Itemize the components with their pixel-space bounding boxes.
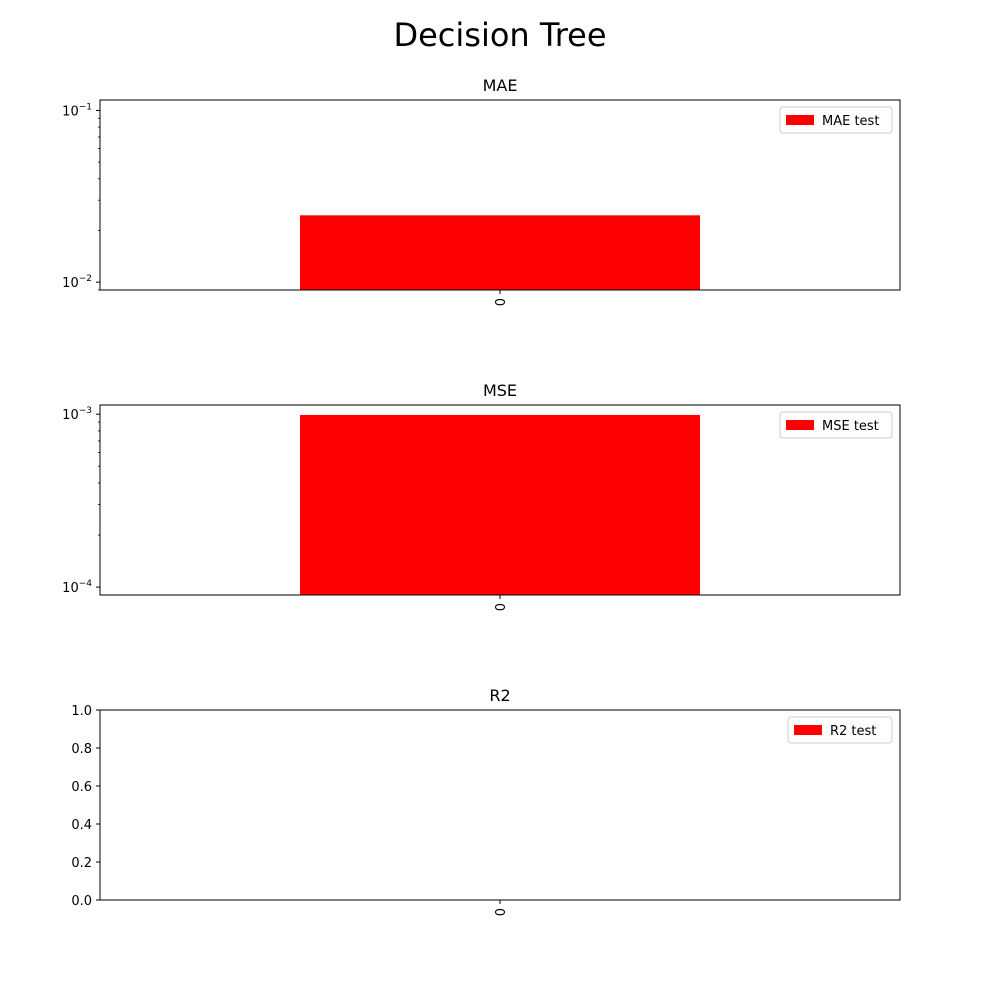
legend-swatch <box>794 725 822 735</box>
y-tick-label: 10−4 <box>62 579 92 596</box>
y-tick-label: 10−2 <box>62 274 92 291</box>
legend-frame <box>787 716 893 744</box>
y-tick-label: 1.0 <box>71 704 92 719</box>
legend: R2 test <box>787 716 893 744</box>
x-tick-label: 0 <box>494 908 509 916</box>
legend: MAE test <box>779 106 893 134</box>
x-tick-label: 0 <box>494 298 509 306</box>
subplot-mse: MSE 10−4 10−3 0 MSE test <box>62 381 901 611</box>
figure-title: Decision Tree <box>393 16 606 54</box>
y-tick-label: 0.4 <box>71 818 92 833</box>
legend-swatch <box>786 420 814 430</box>
subplot-title: MSE <box>483 381 517 400</box>
bar <box>300 414 700 595</box>
y-tick-label: 0.2 <box>71 856 92 871</box>
y-tick-label: 0.6 <box>71 780 92 795</box>
y-tick-label: 10−1 <box>62 102 92 119</box>
legend: MSE test <box>779 411 893 439</box>
axes-frame <box>99 709 901 901</box>
subplot-r2: R2 0.0 0.2 0.4 0.6 0.8 1.0 0 R2 test <box>71 686 901 916</box>
y-tick-label: 0.8 <box>71 742 92 757</box>
y-tick-label: 0.0 <box>71 894 92 909</box>
x-tick-label: 0 <box>494 603 509 611</box>
bar <box>300 215 700 290</box>
axes-frame <box>99 99 901 291</box>
y-tick-label: 10−3 <box>62 406 92 423</box>
subplot-title: R2 <box>489 686 510 705</box>
legend-label: MAE test <box>822 114 879 129</box>
axes-frame <box>99 404 901 596</box>
legend-label: R2 test <box>830 724 876 739</box>
legend-frame <box>779 106 893 134</box>
legend-frame <box>779 411 893 439</box>
subplot-title: MAE <box>483 76 518 95</box>
legend-swatch <box>786 115 814 125</box>
legend-label: MSE test <box>822 419 879 434</box>
subplot-mae: MAE 10−2 10−1 0 MAE test <box>62 76 901 306</box>
